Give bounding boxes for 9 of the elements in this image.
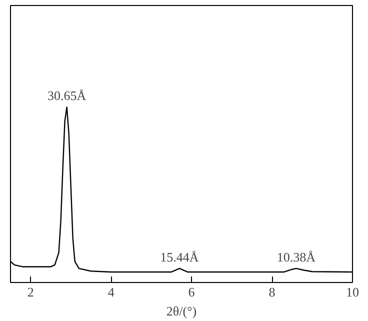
annotation: 10.38Å bbox=[276, 249, 316, 264]
annotation: 15.44Å bbox=[160, 249, 200, 264]
x-tick-label: 2 bbox=[27, 284, 34, 300]
x-tick-label: 10 bbox=[346, 284, 359, 300]
annotation: 30.65Å bbox=[48, 88, 87, 104]
x-tick-label: 4 bbox=[108, 284, 115, 300]
x-tick-label: 8 bbox=[268, 284, 276, 300]
x-tick-label: 6 bbox=[188, 284, 196, 300]
x-axis-title: 2θ/(°) bbox=[166, 304, 197, 318]
